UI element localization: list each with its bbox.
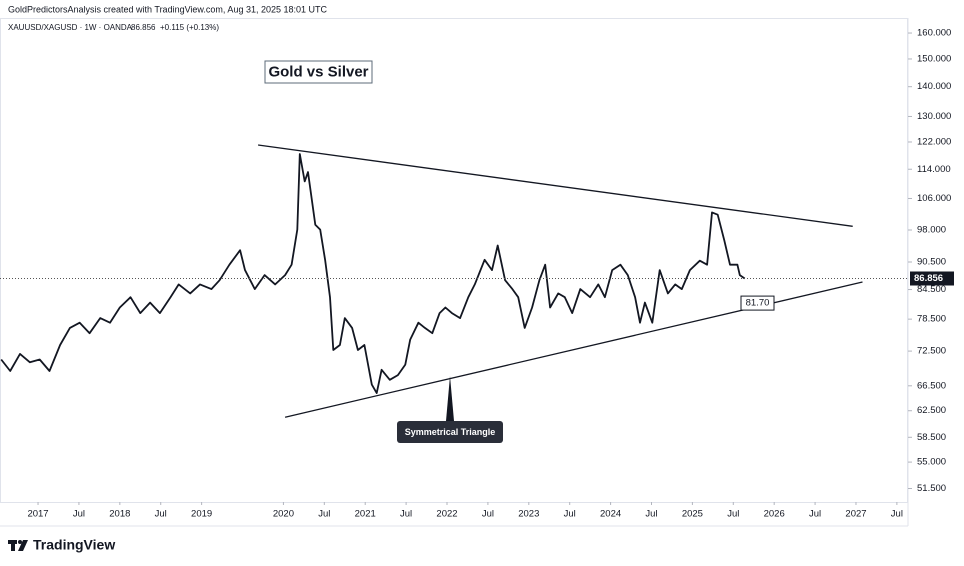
title-box (264, 60, 373, 84)
callout-arrow (446, 376, 454, 421)
x-tick-label: Jul (891, 509, 903, 520)
brand-icon (11, 540, 15, 551)
y-tick-label: 98.000 (917, 225, 946, 236)
x-tick-label: 2020 (273, 509, 294, 520)
last-price-box (910, 271, 954, 286)
x-tick-label: 2018 (109, 509, 130, 520)
y-tick-label: 122.000 (917, 136, 951, 147)
callout-text: Symmetrical Triangle (405, 427, 496, 437)
legend-price: 86.856 (131, 23, 156, 32)
header: GoldPredictorsAnalysis created with Trad… (8, 4, 328, 14)
callout-box (397, 421, 503, 443)
x-tick-label: Jul (155, 509, 167, 520)
x-tick-label: Jul (809, 509, 821, 520)
x-tick-label: 2025 (682, 509, 703, 520)
brand-icon (18, 540, 22, 544)
x-tick-label: Jul (73, 509, 85, 520)
last-price-label: 86.856 (914, 273, 943, 284)
y-tick-label: 66.500 (917, 380, 946, 391)
y-tick-label: 160.000 (917, 28, 951, 39)
y-tick-label: 84.500 (917, 284, 946, 295)
x-tick-label: 2017 (27, 509, 48, 520)
y-tick-label: 51.500 (917, 483, 946, 494)
y-tick-label: 114.000 (917, 164, 951, 175)
trendline (284, 281, 863, 418)
x-tick-label: Jul (482, 509, 494, 520)
x-tick-label: 2022 (436, 509, 457, 520)
chart-title: Gold vs Silver (268, 63, 368, 80)
y-tick-label: 140.000 (917, 81, 951, 92)
x-tick-label: 2019 (191, 509, 212, 520)
x-tick-label: 2026 (764, 509, 785, 520)
trendline (258, 144, 853, 227)
brand: TradingView (8, 537, 115, 553)
y-tick-label: 150.000 (917, 53, 951, 64)
x-tick-label: 2024 (600, 509, 621, 520)
level-label: 81.70 (746, 298, 770, 309)
x-tick-label: Jul (727, 509, 739, 520)
x-tick-label: 2027 (845, 509, 866, 520)
price-line (0, 153, 746, 394)
y-tick-label: 130.000 (917, 111, 951, 122)
level-box (740, 295, 775, 311)
y-tick-label: 72.500 (917, 346, 946, 357)
x-tick-label: Jul (645, 509, 657, 520)
y-tick-label: 55.000 (917, 457, 946, 468)
y-tick-label: 58.500 (917, 432, 946, 443)
y-tick-label: 106.000 (917, 193, 951, 204)
y-tick-label: 78.500 (917, 314, 946, 325)
y-tick-label: 62.500 (917, 405, 946, 416)
y-tick-label: 90.500 (917, 257, 946, 268)
x-tick-label: 2023 (518, 509, 539, 520)
symbol: XAUUSD/XAGUSD · 1W · OANDA (8, 23, 133, 32)
legend-change: +0.115 (+0.13%) (160, 23, 219, 32)
x-tick-label: Jul (564, 509, 576, 520)
x-tick-label: Jul (318, 509, 330, 520)
x-tick-label: Jul (400, 509, 412, 520)
x-tick-label: 2021 (355, 509, 376, 520)
brand-icon (18, 540, 28, 551)
brand-text: TradingView (33, 537, 115, 553)
